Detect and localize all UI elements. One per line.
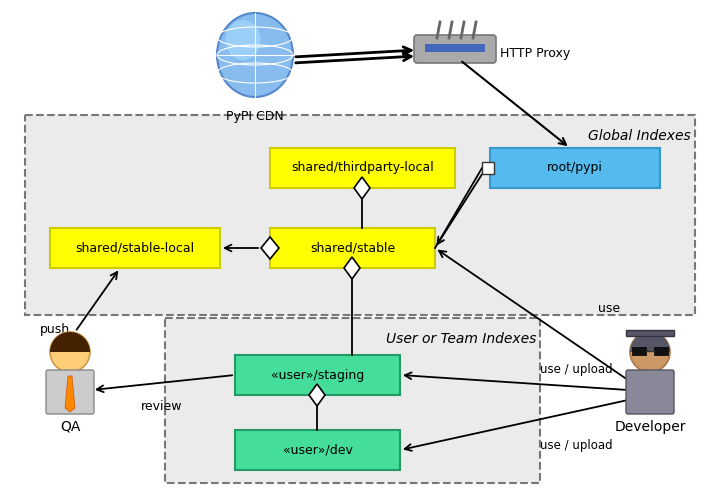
Bar	[654, 347, 668, 355]
Bar	[425, 44, 485, 52]
Wedge shape	[630, 332, 670, 352]
Text: review: review	[142, 400, 183, 413]
FancyBboxPatch shape	[626, 370, 674, 414]
Text: shared/stable: shared/stable	[310, 242, 395, 254]
Text: «user»/staging: «user»/staging	[271, 369, 364, 381]
Bar	[482, 162, 494, 174]
Bar	[626, 330, 674, 336]
Bar	[270, 148, 455, 188]
Text: root/pypi: root/pypi	[547, 161, 603, 175]
Polygon shape	[261, 237, 279, 259]
Bar	[235, 430, 400, 470]
Bar	[25, 115, 695, 315]
Text: shared/stable-local: shared/stable-local	[76, 242, 194, 254]
Text: PyPI CDN: PyPI CDN	[226, 110, 284, 123]
Text: use: use	[598, 302, 620, 314]
Polygon shape	[65, 376, 75, 412]
Bar	[632, 347, 646, 355]
Text: User or Team Indexes: User or Team Indexes	[385, 332, 536, 346]
Text: use / upload: use / upload	[540, 438, 613, 452]
Polygon shape	[344, 257, 360, 279]
Text: shared/thirdparty-local: shared/thirdparty-local	[291, 161, 434, 175]
Text: Developer: Developer	[614, 420, 686, 434]
Text: push: push	[40, 324, 70, 337]
Ellipse shape	[225, 20, 260, 60]
Text: «user»/dev: «user»/dev	[282, 443, 352, 457]
Wedge shape	[50, 332, 90, 352]
Text: QA: QA	[60, 420, 80, 434]
Ellipse shape	[217, 13, 293, 97]
Bar	[490, 148, 660, 188]
Bar	[50, 228, 220, 268]
Text: use / upload: use / upload	[540, 364, 613, 376]
FancyBboxPatch shape	[46, 370, 94, 414]
Text: HTTP Proxy: HTTP Proxy	[500, 48, 571, 61]
Polygon shape	[354, 177, 370, 199]
Bar	[270, 228, 435, 268]
Bar	[165, 318, 540, 483]
Polygon shape	[309, 384, 325, 406]
Circle shape	[630, 332, 670, 372]
FancyBboxPatch shape	[414, 35, 496, 63]
Text: Global Indexes: Global Indexes	[588, 129, 691, 143]
Bar	[235, 355, 400, 395]
Circle shape	[50, 332, 90, 372]
